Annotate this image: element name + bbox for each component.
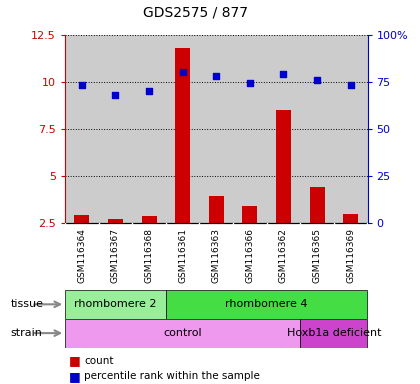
Bar (267, 35, 300, 223)
Point (314, 77, 320, 83)
Bar (175, 48, 190, 223)
Bar (65, 319, 300, 348)
Text: GSM116364: GSM116364 (77, 228, 87, 283)
Bar (99, 35, 132, 223)
Text: strain: strain (10, 328, 42, 338)
Text: control: control (163, 328, 202, 338)
Text: GSM116367: GSM116367 (111, 228, 120, 283)
Text: rhombomere 2: rhombomere 2 (74, 299, 157, 310)
Text: rhombomere 4: rhombomere 4 (226, 299, 308, 310)
Text: percentile rank within the sample: percentile rank within the sample (84, 371, 260, 381)
Point (347, 82, 354, 88)
Bar (65, 35, 99, 223)
Bar (334, 35, 368, 223)
Point (112, 92, 119, 98)
Text: GSM116368: GSM116368 (144, 228, 154, 283)
Bar (74, 215, 89, 223)
Point (179, 69, 186, 75)
Bar (65, 290, 166, 319)
Text: GSM116363: GSM116363 (212, 228, 221, 283)
Text: GSM116366: GSM116366 (245, 228, 255, 283)
Bar (200, 35, 233, 223)
Point (213, 73, 220, 79)
Bar (300, 35, 334, 223)
Bar (209, 196, 224, 223)
Bar (142, 216, 157, 223)
Text: ■: ■ (69, 354, 81, 367)
Text: GSM116365: GSM116365 (312, 228, 322, 283)
Bar (276, 110, 291, 223)
Point (79, 82, 85, 88)
Bar (166, 290, 368, 319)
Text: GSM116362: GSM116362 (279, 228, 288, 283)
Bar (300, 319, 368, 348)
Bar (108, 219, 123, 223)
Bar (242, 206, 257, 223)
Bar (233, 35, 267, 223)
Bar (132, 35, 166, 223)
Text: tissue: tissue (10, 299, 44, 310)
Bar (343, 214, 358, 223)
Text: GSM116369: GSM116369 (346, 228, 355, 283)
Text: Hoxb1a deficient: Hoxb1a deficient (286, 328, 381, 338)
Text: GDS2575 / 877: GDS2575 / 877 (143, 5, 248, 19)
Text: ■: ■ (69, 370, 81, 383)
Bar (166, 35, 200, 223)
Text: count: count (84, 356, 113, 366)
Point (146, 88, 152, 94)
Text: GSM116361: GSM116361 (178, 228, 187, 283)
Point (280, 71, 287, 77)
Point (247, 80, 253, 86)
Bar (310, 187, 325, 223)
